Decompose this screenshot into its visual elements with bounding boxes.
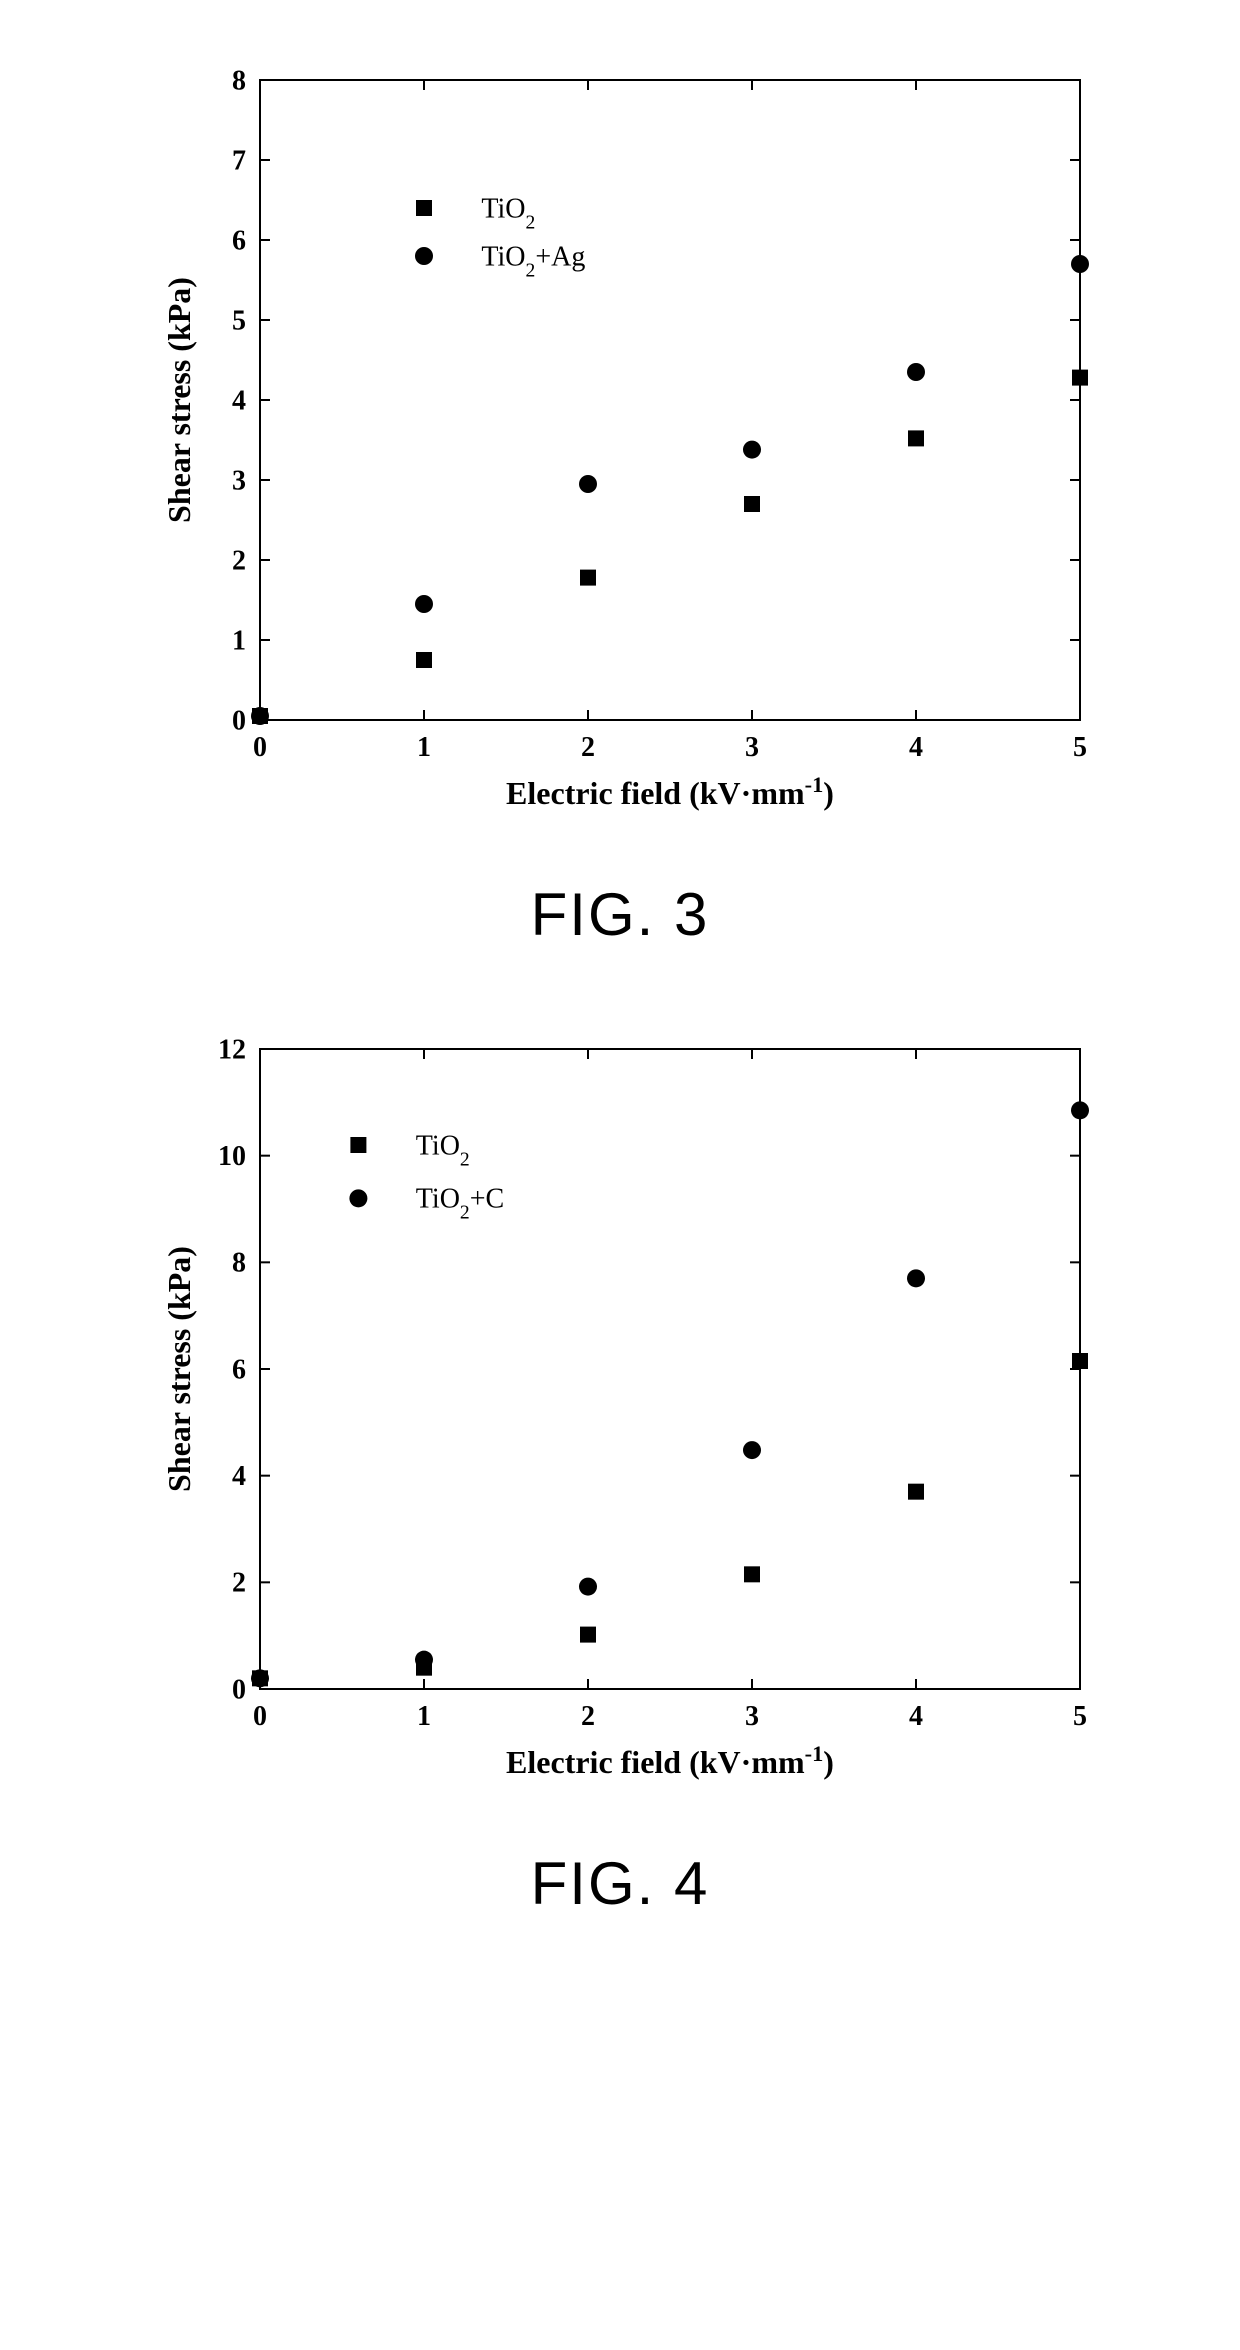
data-point (743, 441, 761, 459)
x-tick-label: 4 (909, 1701, 923, 1732)
data-point (744, 1566, 760, 1582)
x-axis-label: Electric field (kV·mm-1) (506, 1741, 834, 1781)
data-point (580, 1627, 596, 1643)
data-point (907, 363, 925, 381)
x-tick-label: 0 (253, 1701, 267, 1732)
fig4-caption: FIG. 4 (0, 1849, 1240, 1918)
y-tick-label: 6 (232, 1354, 246, 1385)
plot-frame (260, 1049, 1080, 1689)
y-tick-label: 7 (232, 145, 246, 176)
legend-marker (415, 247, 433, 265)
y-tick-label: 2 (232, 1568, 246, 1599)
data-point (415, 1651, 433, 1669)
x-tick-label: 3 (745, 732, 759, 763)
y-axis-label: Shear stress (kPa) (161, 277, 197, 523)
data-point (579, 475, 597, 493)
x-tick-label: 5 (1073, 1701, 1087, 1732)
y-tick-label: 1 (232, 625, 246, 656)
data-point (1071, 1101, 1089, 1119)
y-tick-label: 4 (232, 1461, 246, 1492)
y-tick-label: 0 (232, 705, 246, 736)
y-tick-label: 10 (218, 1141, 246, 1172)
y-tick-label: 4 (232, 385, 246, 416)
data-point (1072, 370, 1088, 386)
data-point (908, 430, 924, 446)
fig4-chart: 012345024681012Electric field (kV·mm-1)S… (120, 1009, 1120, 1809)
x-tick-label: 1 (417, 1701, 431, 1732)
plot-frame (260, 80, 1080, 720)
data-point (416, 652, 432, 668)
data-point (251, 707, 269, 725)
legend-marker (416, 200, 432, 216)
y-tick-label: 8 (232, 1248, 246, 1279)
y-tick-label: 3 (232, 465, 246, 496)
x-axis-label: Electric field (kV·mm-1) (506, 772, 834, 812)
x-tick-label: 2 (581, 732, 595, 763)
x-tick-label: 0 (253, 732, 267, 763)
data-point (580, 570, 596, 586)
x-tick-label: 5 (1073, 732, 1087, 763)
data-point (1071, 255, 1089, 273)
y-tick-label: 5 (232, 305, 246, 336)
fig3-block: 0 1 2 3 4 5 0 1 2 3 4 5 6 7 8 Electric field (kV·mm-1) S… (0, 40, 1240, 949)
data-point (744, 496, 760, 512)
y-tick-label: 0 (232, 1674, 246, 1705)
fig3-chart: 0 1 2 3 4 5 0 1 2 3 4 5 6 7 8 Electric field (kV·mm-1) S… (120, 40, 1120, 840)
y-tick-label: 12 (218, 1034, 246, 1065)
y-tick-label: 2 (232, 545, 246, 576)
page: 012345012345678Electric field (kV·mm-1)S… (0, 40, 1240, 1918)
data-point (251, 1669, 269, 1687)
x-tick-label: 3 (745, 1701, 759, 1732)
x-tick-label: 1 (417, 732, 431, 763)
data-point (743, 1441, 761, 1459)
data-point (1072, 1353, 1088, 1369)
fig3-caption: FIG. 3 (0, 880, 1240, 949)
data-point (415, 595, 433, 613)
data-point (579, 1578, 597, 1596)
y-tick-label: 6 (232, 225, 246, 256)
x-tick-label: 4 (909, 732, 923, 763)
y-tick-label: 8 (232, 65, 246, 96)
legend-marker (349, 1189, 367, 1207)
data-point (907, 1269, 925, 1287)
legend-marker (350, 1137, 366, 1153)
y-axis-label: Shear stress (kPa) (161, 1246, 197, 1492)
x-tick-label: 2 (581, 1701, 595, 1732)
data-point (908, 1484, 924, 1500)
fig4-block: 012345024681012Electric field (kV·mm-1)S… (0, 1009, 1240, 1918)
